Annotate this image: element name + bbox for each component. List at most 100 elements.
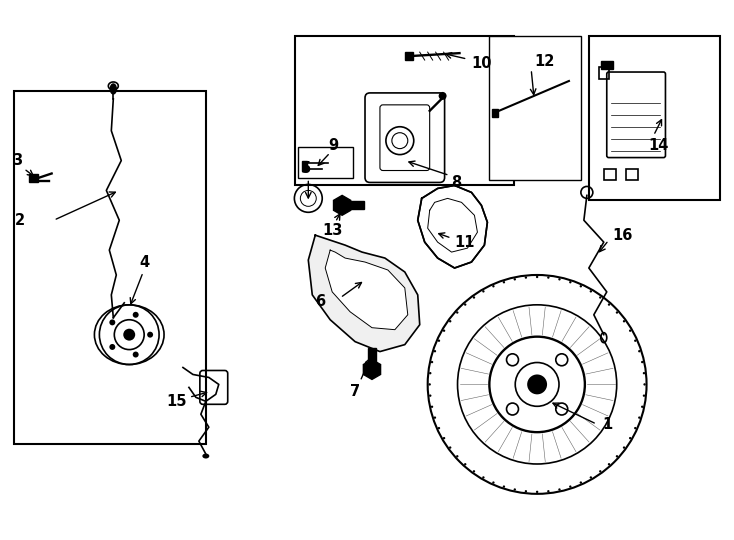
Circle shape xyxy=(473,296,475,299)
Circle shape xyxy=(434,416,436,419)
Text: 16: 16 xyxy=(613,228,633,242)
Bar xyxy=(493,109,498,117)
Circle shape xyxy=(559,278,561,280)
Circle shape xyxy=(133,312,139,318)
Circle shape xyxy=(629,329,631,332)
Circle shape xyxy=(109,319,115,326)
Bar xyxy=(405,52,413,60)
Circle shape xyxy=(456,312,459,314)
Circle shape xyxy=(608,303,610,306)
Text: 14: 14 xyxy=(649,138,669,153)
Circle shape xyxy=(109,344,115,350)
Circle shape xyxy=(133,352,139,357)
Text: 4: 4 xyxy=(139,254,149,269)
Circle shape xyxy=(456,455,459,457)
Circle shape xyxy=(580,481,582,484)
Bar xyxy=(295,36,515,185)
Circle shape xyxy=(443,329,446,332)
Circle shape xyxy=(449,447,451,449)
Circle shape xyxy=(547,276,550,279)
Circle shape xyxy=(536,491,538,493)
Circle shape xyxy=(536,276,538,278)
Circle shape xyxy=(503,485,505,488)
Circle shape xyxy=(608,463,610,465)
Bar xyxy=(302,160,308,171)
Bar xyxy=(29,174,37,183)
Circle shape xyxy=(644,383,646,386)
Circle shape xyxy=(493,285,495,287)
Bar xyxy=(368,348,376,369)
Text: 11: 11 xyxy=(454,235,475,249)
Circle shape xyxy=(431,361,433,363)
Circle shape xyxy=(429,394,432,397)
Circle shape xyxy=(599,296,601,299)
Text: 9: 9 xyxy=(328,138,338,153)
Text: 5: 5 xyxy=(300,161,310,176)
Text: 10: 10 xyxy=(471,56,492,71)
Bar xyxy=(490,36,581,180)
Circle shape xyxy=(616,455,618,457)
Circle shape xyxy=(464,463,466,465)
Ellipse shape xyxy=(203,454,209,458)
Circle shape xyxy=(616,312,618,314)
Text: 13: 13 xyxy=(322,222,343,238)
Circle shape xyxy=(527,374,547,394)
Circle shape xyxy=(525,276,527,279)
Bar xyxy=(601,61,613,69)
Bar xyxy=(589,36,720,200)
Circle shape xyxy=(525,490,527,492)
Polygon shape xyxy=(325,250,408,330)
Circle shape xyxy=(634,427,636,429)
Circle shape xyxy=(473,470,475,472)
Circle shape xyxy=(569,281,572,284)
Circle shape xyxy=(589,476,592,478)
Circle shape xyxy=(464,303,466,306)
Circle shape xyxy=(580,285,582,287)
Bar xyxy=(625,168,638,180)
Circle shape xyxy=(443,437,446,440)
Text: 6: 6 xyxy=(316,294,325,309)
Polygon shape xyxy=(418,185,487,268)
Bar xyxy=(298,147,353,179)
Text: 15: 15 xyxy=(166,394,186,409)
Text: 8: 8 xyxy=(451,175,462,190)
Circle shape xyxy=(569,485,572,488)
Circle shape xyxy=(559,488,561,491)
Circle shape xyxy=(641,406,644,408)
Circle shape xyxy=(634,340,636,342)
Circle shape xyxy=(599,470,601,472)
Text: 3: 3 xyxy=(12,153,22,168)
Circle shape xyxy=(493,481,495,484)
Text: 12: 12 xyxy=(534,53,554,69)
Polygon shape xyxy=(308,235,420,352)
Circle shape xyxy=(623,447,625,449)
Circle shape xyxy=(437,340,440,342)
Circle shape xyxy=(514,488,516,491)
Circle shape xyxy=(643,372,645,374)
Circle shape xyxy=(641,361,644,363)
Circle shape xyxy=(437,427,440,429)
Circle shape xyxy=(514,278,516,280)
Text: 2: 2 xyxy=(15,213,25,228)
Circle shape xyxy=(147,332,153,338)
Circle shape xyxy=(556,354,567,366)
Circle shape xyxy=(439,92,446,100)
Circle shape xyxy=(123,329,135,341)
Bar xyxy=(599,67,608,79)
Circle shape xyxy=(449,320,451,322)
Circle shape xyxy=(506,403,518,415)
Circle shape xyxy=(482,290,484,293)
Ellipse shape xyxy=(110,84,116,94)
Circle shape xyxy=(547,490,550,492)
Circle shape xyxy=(429,372,432,374)
Circle shape xyxy=(434,350,436,353)
Bar xyxy=(604,168,616,180)
Circle shape xyxy=(503,281,505,284)
Circle shape xyxy=(638,350,641,353)
Circle shape xyxy=(643,394,645,397)
Bar xyxy=(14,91,206,444)
Text: 7: 7 xyxy=(350,384,360,399)
Circle shape xyxy=(629,437,631,440)
Circle shape xyxy=(429,383,431,386)
Circle shape xyxy=(482,476,484,478)
